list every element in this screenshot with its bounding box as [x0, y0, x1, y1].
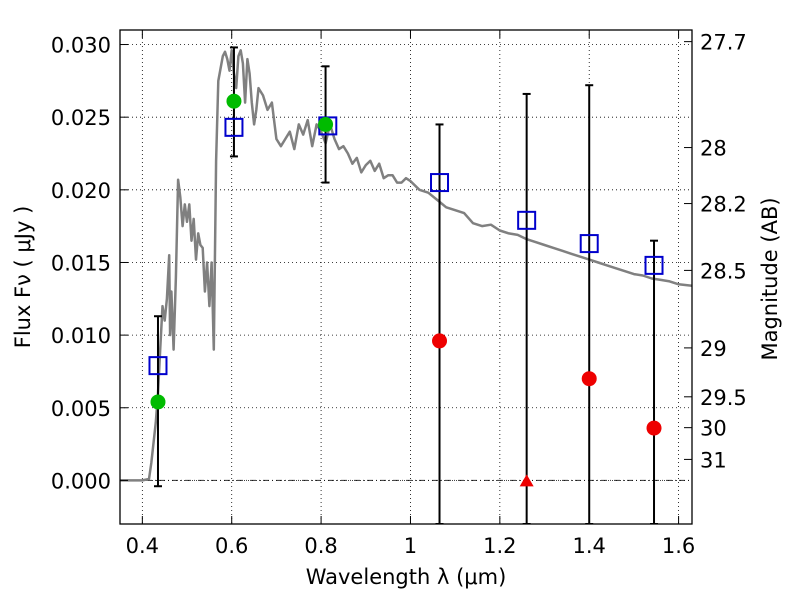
detection-point	[150, 394, 166, 410]
right-tick-label: 29.5	[700, 386, 747, 410]
y-tick-label: 0.030	[51, 34, 111, 58]
right-tick-label: 28.2	[700, 193, 747, 217]
x-axis-label: Wavelength λ (μm)	[306, 565, 507, 589]
x-tick-label: 1.6	[662, 534, 695, 558]
plot-area	[120, 46, 692, 524]
nondetection-point	[581, 371, 597, 387]
right-tick-label: 31	[700, 448, 727, 472]
model-flux-square	[430, 173, 450, 193]
y-axis-label: Flux Fν ( μJy )	[11, 206, 35, 349]
y-tick-label: 0.010	[51, 324, 111, 348]
x-tick-label: 1	[404, 534, 417, 558]
x-tick-label: 0.8	[304, 534, 337, 558]
right-axis-label: Magnitude (AB)	[758, 197, 782, 360]
x-tick-label: 0.6	[215, 534, 248, 558]
sed-template-line	[120, 49, 692, 482]
plot-frame	[119, 29, 693, 525]
detection-point	[318, 116, 334, 132]
right-tick-label: 29	[700, 337, 727, 361]
upper-limit-triangle	[519, 474, 534, 487]
y-tick-label: 0.000	[51, 469, 111, 493]
model-flux-square	[517, 210, 537, 230]
y-tick-label: 0.020	[51, 179, 111, 203]
model-flux-square	[644, 255, 664, 275]
model-flux-square	[224, 117, 244, 137]
x-tick-label: 0.4	[126, 534, 159, 558]
y-tick-label: 0.025	[51, 106, 111, 130]
right-tick-label: 28.5	[700, 259, 747, 283]
right-tick-label: 27.7	[700, 31, 747, 55]
y-tick-label: 0.005	[51, 397, 111, 421]
x-tick-label: 1.2	[483, 534, 516, 558]
x-tick-label: 1.4	[573, 534, 606, 558]
axis-ticks: 0.4 0.6 0.8 1 1.2 1.4 1.6 0.000 0.005 0.010 0.015 0…	[51, 30, 747, 558]
detection-point	[226, 93, 242, 109]
right-tick-label: 30	[700, 417, 727, 441]
right-tick-label: 28	[700, 137, 727, 161]
plot-clipped-group	[120, 46, 692, 524]
y-tick-label: 0.015	[51, 251, 111, 275]
model-flux-square	[148, 356, 168, 376]
nondetection-point	[432, 333, 448, 349]
model-flux-square	[579, 234, 599, 254]
nondetection-point	[646, 420, 662, 436]
